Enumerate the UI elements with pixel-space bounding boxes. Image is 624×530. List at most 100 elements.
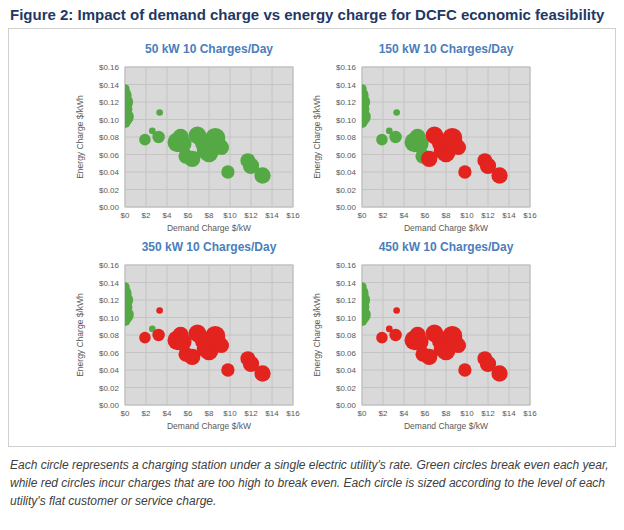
x-tick-label: $16	[523, 409, 537, 418]
panel-title: 50 kW 10 Charges/Day	[145, 42, 273, 56]
bubble	[194, 134, 207, 147]
bubble	[451, 140, 466, 155]
y-tick-label: $0.08	[99, 331, 120, 340]
x-tick-label: $16	[286, 409, 300, 418]
bubble	[139, 332, 151, 344]
panel-title: 150 kW 10 Charges/Day	[379, 42, 514, 56]
grid-line-y	[125, 282, 293, 283]
y-tick-label: $0.06	[99, 349, 120, 358]
y-tick-label: $0.04	[99, 168, 120, 177]
x-tick-label: $6	[421, 211, 430, 220]
x-tick-label: $8	[442, 409, 451, 418]
bubble	[458, 165, 471, 178]
grid-line-y	[362, 119, 530, 120]
marks	[125, 282, 271, 381]
x-tick-label: $14	[265, 211, 279, 220]
y-tick-label: $0.02	[336, 186, 357, 195]
x-axis-label: Demand Charge $/kW	[404, 421, 488, 431]
panel-title: 450 kW 10 Charges/Day	[379, 240, 514, 254]
grid-line-y	[125, 189, 293, 190]
y-tick-label: $0.02	[336, 384, 357, 393]
bubble	[156, 307, 163, 314]
y-tick-label: $0.08	[99, 133, 120, 142]
y-tick-label: $0.16	[99, 261, 120, 270]
x-tick-label: $2	[142, 409, 151, 418]
x-tick-label: $10	[460, 409, 474, 418]
bubble	[491, 365, 507, 381]
x-tick-label: $10	[460, 211, 474, 220]
x-tick-label: $10	[223, 409, 237, 418]
y-tick-label: $0.16	[99, 63, 120, 72]
y-tick-label: $0.10	[336, 116, 357, 125]
bubble	[491, 167, 507, 183]
figure-frame	[9, 29, 616, 447]
y-tick-label: $0.04	[336, 168, 357, 177]
plot-frame	[125, 265, 293, 405]
y-tick-label: $0.16	[336, 63, 357, 72]
x-tick-label: $2	[379, 211, 388, 220]
plot-frame	[362, 265, 530, 405]
y-tick-label: $0.02	[99, 384, 120, 393]
y-tick-label: $0.14	[336, 81, 357, 90]
bubble	[393, 109, 400, 116]
x-tick-label: $0	[358, 409, 367, 418]
marks	[125, 84, 271, 183]
y-tick-label: $0.14	[336, 279, 357, 288]
x-tick-label: $6	[184, 211, 193, 220]
y-tick-label: $0.00	[99, 203, 120, 212]
y-axis-label: Energy Charge $/kWh	[75, 293, 85, 377]
y-tick-label: $0.12	[99, 296, 120, 305]
x-tick-label: $2	[142, 211, 151, 220]
bubble	[451, 338, 466, 353]
bubble	[125, 314, 131, 326]
y-tick-label: $0.00	[336, 203, 357, 212]
y-tick-label: $0.16	[336, 261, 357, 270]
x-tick-label: $0	[121, 409, 130, 418]
bubble	[431, 134, 444, 147]
grid-line-y	[362, 282, 530, 283]
bubble	[362, 314, 368, 326]
bubble	[214, 140, 229, 155]
x-tick-label: $6	[184, 409, 193, 418]
bubble	[221, 363, 234, 376]
y-axis-label: Energy Charge $/kWh	[312, 95, 322, 179]
x-tick-label: $14	[502, 409, 516, 418]
y-tick-label: $0.12	[99, 98, 120, 107]
x-tick-label: $0	[121, 211, 130, 220]
plot-background	[125, 265, 293, 405]
bubble	[152, 131, 164, 143]
y-tick-label: $0.08	[336, 331, 357, 340]
bubble	[389, 131, 401, 143]
figure-svg: $0$2$4$6$8$10$12$14$16$0.00$0.02$0.04$0.…	[0, 0, 624, 530]
x-tick-label: $8	[205, 211, 214, 220]
grid-line-y	[362, 317, 530, 318]
grid-line-y	[125, 84, 293, 85]
panel: $0$2$4$6$8$10$12$14$16$0.00$0.02$0.04$0.…	[75, 240, 300, 431]
grid-line-y	[125, 102, 293, 103]
plot-background	[362, 67, 530, 207]
y-tick-label: $0.10	[336, 314, 357, 323]
bubble	[194, 332, 207, 345]
x-axis-label: Demand Charge $/kW	[404, 223, 488, 233]
y-tick-label: $0.10	[99, 116, 120, 125]
x-tick-label: $2	[379, 409, 388, 418]
x-tick-label: $16	[286, 211, 300, 220]
bubble	[139, 134, 151, 146]
x-tick-label: $10	[223, 211, 237, 220]
x-tick-label: $12	[481, 211, 495, 220]
x-tick-label: $8	[205, 409, 214, 418]
x-tick-label: $12	[244, 211, 258, 220]
plot-frame	[362, 67, 530, 207]
bubble	[254, 365, 270, 381]
y-tick-label: $0.02	[99, 186, 120, 195]
figure-caption: Each circle represents a charging statio…	[10, 456, 614, 510]
y-tick-label: $0.08	[336, 133, 357, 142]
x-axis-label: Demand Charge $/kW	[167, 421, 251, 431]
y-tick-label: $0.10	[99, 314, 120, 323]
grid-line-y	[362, 300, 530, 301]
grid-line-y	[362, 387, 530, 388]
x-tick-label: $12	[481, 409, 495, 418]
bubble	[393, 307, 400, 314]
bubble	[221, 165, 234, 178]
marks	[362, 84, 508, 183]
